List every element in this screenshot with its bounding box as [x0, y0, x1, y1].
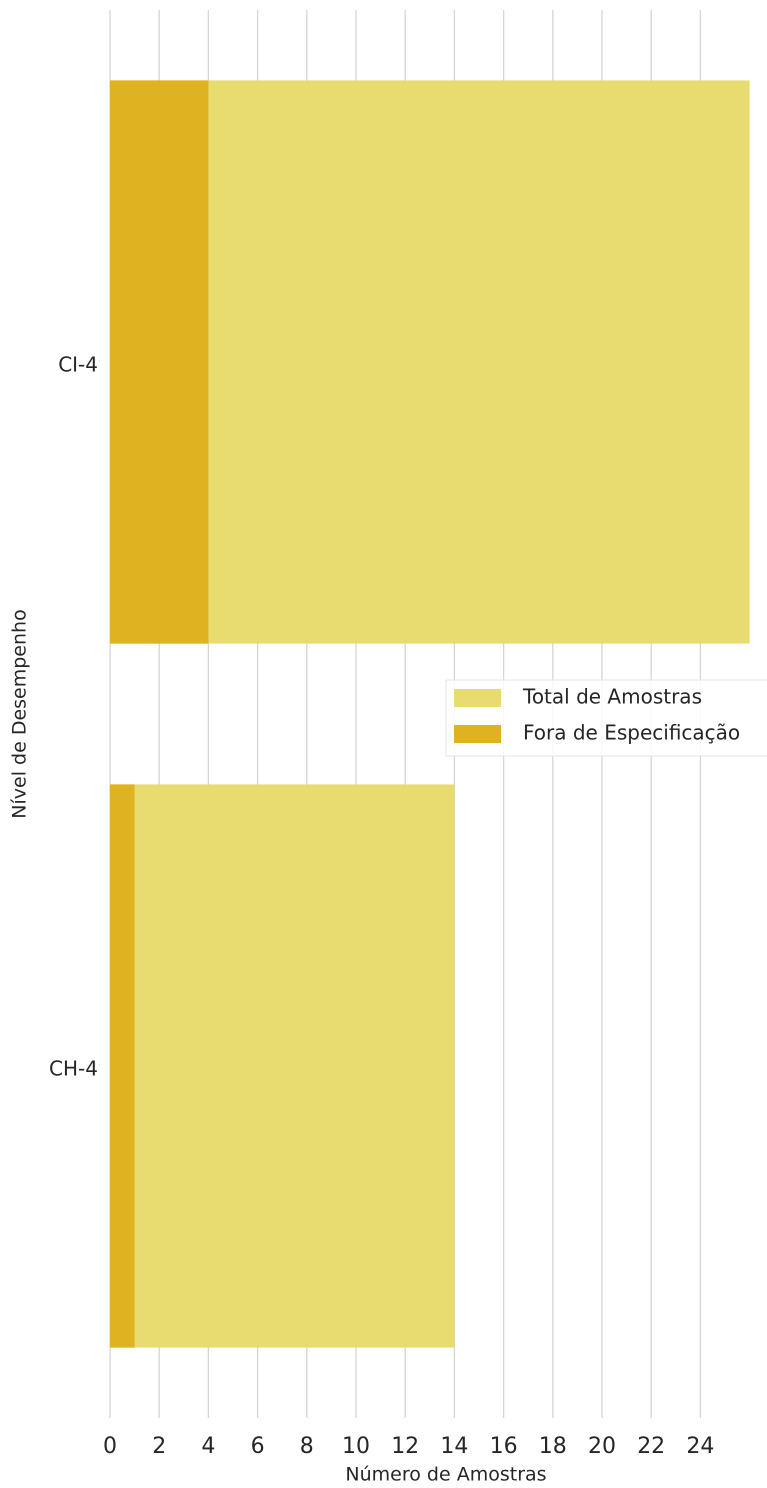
legend: Total de Amostras Fora de Especificação: [445, 679, 767, 757]
bar: [110, 80, 209, 644]
x-tick-label: 12: [391, 1434, 419, 1459]
x-tick-label: 6: [251, 1434, 265, 1459]
legend-label: Fora de Especificação: [523, 721, 740, 745]
bar: [110, 784, 455, 1348]
y-tick-label: CH-4: [49, 1057, 98, 1081]
legend-swatch: [454, 725, 501, 743]
x-tick-label: 16: [490, 1434, 518, 1459]
y-tick-label: CI-4: [58, 353, 98, 377]
x-axis-label: Número de Amostras: [345, 1464, 546, 1486]
bar: [110, 80, 750, 644]
x-tick-label: 4: [201, 1434, 215, 1459]
legend-swatch: [454, 689, 501, 707]
x-tick-label: 18: [539, 1434, 567, 1459]
y-axis-label: Nível de Desempenho: [9, 609, 31, 818]
x-tick-label: 20: [588, 1434, 616, 1459]
bar: [110, 784, 135, 1348]
x-tick-label: 14: [440, 1434, 468, 1459]
legend-label: Total de Amostras: [522, 685, 702, 709]
x-tick-label: 24: [686, 1434, 714, 1459]
x-tick-label: 10: [342, 1434, 370, 1459]
x-tick-label: 8: [300, 1434, 314, 1459]
x-tick-label: 0: [103, 1434, 117, 1459]
x-tick-label: 2: [152, 1434, 166, 1459]
x-tick-label: 22: [637, 1434, 665, 1459]
